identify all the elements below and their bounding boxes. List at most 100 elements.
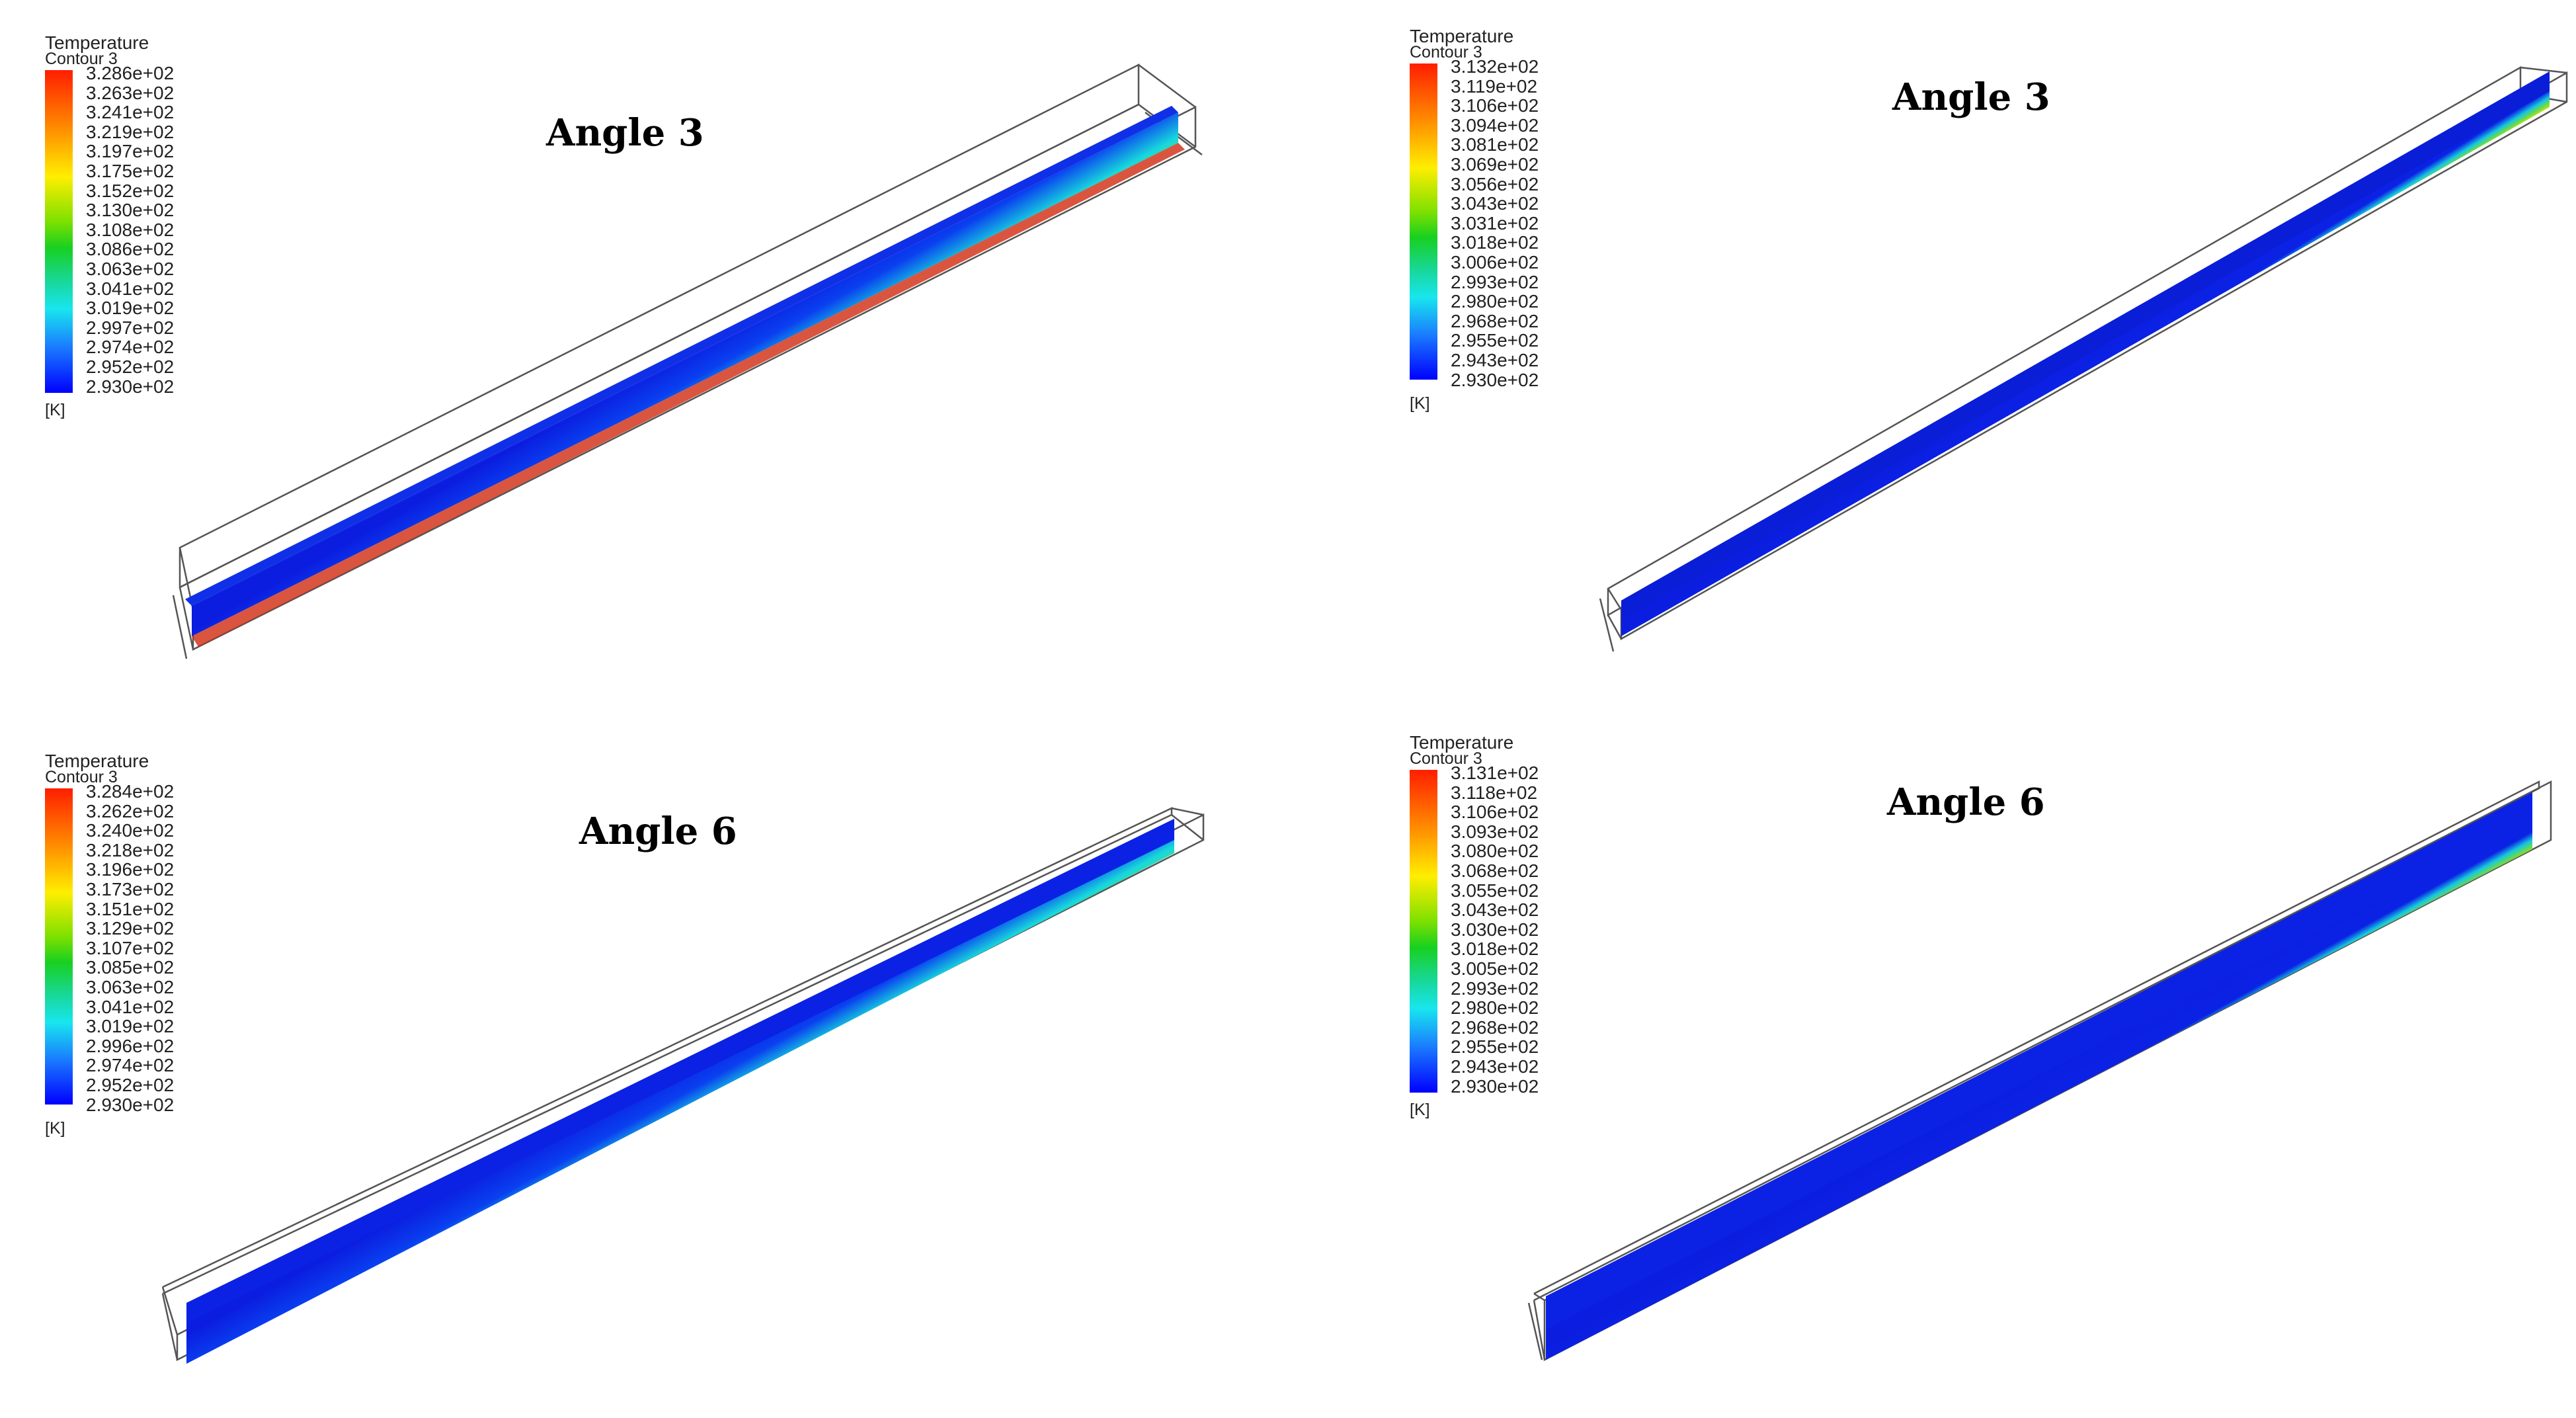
legend-unit: [K]	[1410, 1101, 1430, 1119]
legend-tick-label: 3.262e+02	[86, 800, 175, 821]
legend-tick-label: 3.093e+02	[1451, 821, 1539, 842]
legend-tick-label: 3.119e+02	[1451, 75, 1538, 97]
legend-tick-label: 3.055e+02	[1451, 880, 1539, 901]
legend-unit: [K]	[1410, 394, 1430, 413]
legend-tick-label: 3.043e+02	[1451, 899, 1539, 921]
legend-tick-label: 3.019e+02	[86, 298, 175, 319]
contour-panel-top-left: Temperature Contour 3 3.286e+02 3.263e+02…	[0, 0, 1288, 697]
legend-heading: Temperature	[1410, 732, 1514, 753]
legend-tick-label: 2.943e+02	[1451, 1056, 1539, 1077]
legend-tick-label: 3.041e+02	[86, 278, 175, 299]
legend-tick-label: 3.106e+02	[1451, 95, 1539, 116]
legend-tick-label: 3.129e+02	[86, 918, 175, 939]
legend-tick-label: 3.063e+02	[86, 976, 175, 997]
contour-panel-bottom-right: Temperature Contour 3 3.131e+02 3.118e+02…	[1369, 721, 2576, 1418]
legend-tick-label: 2.952e+02	[86, 1074, 175, 1095]
color-scale-bar	[45, 70, 73, 393]
legend-ticks: 3.284e+02 3.262e+02 3.240e+02 3.218e+02 3.19…	[86, 782, 174, 1114]
legend-ticks: 3.286e+02 3.263e+02 3.241e+02 3.219e+02 3.19…	[86, 63, 174, 396]
legend-tick-label: 3.063e+02	[86, 258, 175, 279]
panel-title: Angle 3	[546, 111, 704, 155]
legend-tick-label: 2.980e+02	[1451, 997, 1539, 1019]
temperature-legend: Temperature Contour 3 3.132e+02 3.119e+02…	[1410, 26, 1539, 421]
legend-subheading: Contour 3	[1410, 749, 1482, 768]
temperature-legend: Temperature Contour 3 3.131e+02 3.118e+02…	[1410, 732, 1539, 1127]
legend-tick-label: 3.219e+02	[86, 121, 175, 142]
legend-tick-label: 3.006e+02	[1451, 251, 1539, 272]
legend-tick-label: 3.041e+02	[86, 996, 175, 1017]
legend-tick-label: 2.974e+02	[86, 1055, 175, 1076]
legend-unit: [K]	[45, 401, 65, 419]
color-scale-bar	[45, 788, 73, 1105]
panel-title: Angle 6	[579, 810, 737, 853]
panel-title: Angle 6	[1887, 780, 2045, 824]
legend-tick-label: 3.080e+02	[1451, 841, 1539, 862]
legend-tick-label: 3.131e+02	[1451, 763, 1539, 783]
legend-tick-label: 3.152e+02	[86, 180, 175, 201]
legend-heading: Temperature	[1410, 26, 1514, 46]
legend-tick-label: 3.081e+02	[1451, 134, 1539, 155]
legend-tick-label: 3.118e+02	[1451, 782, 1538, 803]
legend-ticks: 3.131e+02 3.118e+02 3.106e+02 3.093e+02 3.08…	[1451, 763, 1539, 1096]
legend-tick-label: 3.263e+02	[86, 82, 175, 103]
legend-tick-label: 3.175e+02	[86, 160, 175, 181]
legend-tick-label: 2.974e+02	[86, 337, 175, 358]
legend-tick-label: 3.106e+02	[1451, 802, 1539, 823]
legend-subheading: Contour 3	[45, 50, 118, 68]
legend-tick-label: 3.218e+02	[86, 839, 175, 860]
legend-tick-label: 3.108e+02	[86, 219, 175, 240]
legend-tick-label: 3.107e+02	[86, 937, 175, 958]
legend-tick-label: 2.930e+02	[1451, 369, 1539, 390]
legend-tick-label: 3.018e+02	[1451, 938, 1539, 960]
temperature-contour-beam	[172, 63, 1203, 659]
legend-tick-label: 2.968e+02	[1451, 310, 1539, 331]
legend-tick-label: 3.151e+02	[86, 898, 175, 919]
legend-tick-label: 3.043e+02	[1451, 193, 1539, 214]
temperature-legend: Temperature Contour 3 3.284e+02 3.262e+02…	[45, 751, 174, 1146]
legend-unit: [K]	[45, 1119, 65, 1138]
legend-tick-label: 2.955e+02	[1451, 1036, 1539, 1058]
legend-tick-label: 3.286e+02	[86, 63, 175, 83]
legend-tick-label: 3.069e+02	[1451, 153, 1539, 175]
legend-ticks: 3.132e+02 3.119e+02 3.106e+02 3.094e+02 3.08…	[1451, 57, 1539, 390]
legend-tick-label: 3.196e+02	[86, 859, 175, 880]
temperature-contour-beam	[1527, 780, 2552, 1362]
legend-tick-label: 2.930e+02	[86, 376, 175, 397]
legend-tick-label: 2.930e+02	[1451, 1075, 1539, 1097]
legend-tick-label: 2.930e+02	[86, 1094, 175, 1115]
legend-tick-label: 2.952e+02	[86, 356, 175, 377]
legend-tick-label: 3.284e+02	[86, 781, 175, 802]
legend-tick-label: 2.980e+02	[1451, 291, 1539, 312]
legend-tick-label: 3.086e+02	[86, 239, 175, 260]
panel-title: Angle 3	[1892, 75, 2050, 119]
temperature-contour-beam	[1599, 65, 2568, 652]
color-scale-bar	[1410, 770, 1437, 1093]
color-scale-bar	[1410, 63, 1437, 380]
legend-tick-label: 2.993e+02	[1451, 978, 1539, 999]
legend-tick-label: 3.068e+02	[1451, 860, 1539, 881]
beam-temperature-field	[192, 112, 1178, 636]
legend-tick-label: 2.993e+02	[1451, 271, 1539, 292]
legend-tick-label: 3.085e+02	[86, 957, 175, 978]
temperature-legend: Temperature Contour 3 3.286e+02 3.263e+02…	[45, 32, 174, 427]
legend-heading: Temperature	[45, 751, 149, 771]
contour-panel-bottom-left: Temperature Contour 3 3.284e+02 3.262e+02…	[0, 721, 1288, 1418]
legend-tick-label: 3.056e+02	[1451, 173, 1539, 194]
legend-tick-label: 3.241e+02	[86, 102, 175, 123]
legend-tick-label: 3.018e+02	[1451, 232, 1539, 253]
temperature-contour-beam	[161, 807, 1205, 1364]
legend-tick-label: 2.996e+02	[86, 1035, 175, 1056]
contour-panel-top-right: Temperature Contour 3 3.132e+02 3.119e+02…	[1369, 0, 2576, 697]
legend-tick-label: 3.197e+02	[86, 141, 175, 162]
legend-heading: Temperature	[45, 32, 149, 53]
legend-tick-label: 3.030e+02	[1451, 919, 1539, 940]
legend-tick-label: 3.031e+02	[1451, 212, 1539, 233]
legend-tick-label: 3.132e+02	[1451, 56, 1539, 77]
legend-tick-label: 3.019e+02	[86, 1016, 175, 1037]
legend-tick-label: 2.997e+02	[86, 317, 175, 338]
legend-tick-label: 2.955e+02	[1451, 330, 1539, 351]
legend-tick-label: 2.968e+02	[1451, 1017, 1539, 1038]
legend-tick-label: 3.173e+02	[86, 878, 175, 899]
legend-subheading: Contour 3	[1410, 43, 1482, 62]
legend-tick-label: 3.240e+02	[86, 820, 175, 841]
